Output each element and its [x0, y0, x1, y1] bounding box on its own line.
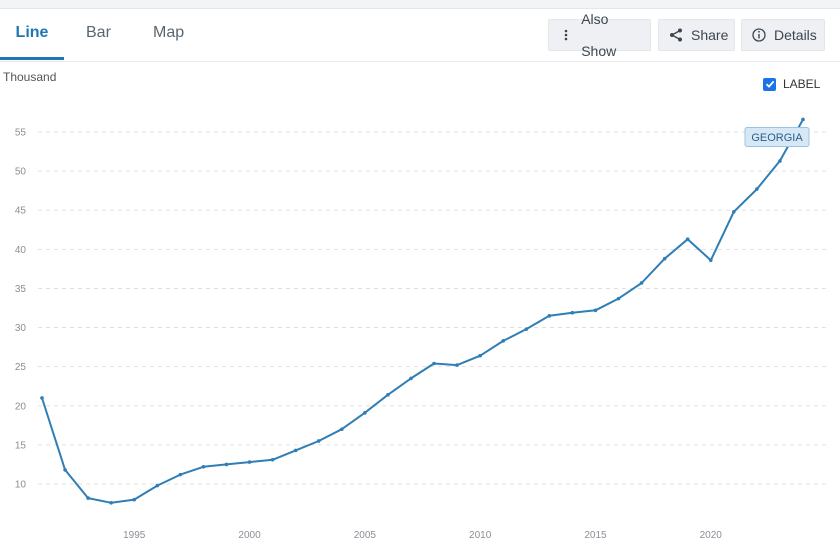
data-point: [178, 472, 183, 477]
y-tick-label: 25: [15, 362, 27, 373]
y-axis-unit-label: Thousand: [3, 70, 57, 84]
data-point: [639, 281, 644, 285]
details-label: Details: [774, 27, 817, 43]
data-point: [86, 496, 90, 500]
data-point: [316, 439, 321, 443]
data-point: [501, 339, 506, 343]
x-tick-label: 2020: [700, 530, 723, 541]
details-button[interactable]: Details: [741, 19, 825, 51]
x-tick-label: 1995: [123, 530, 146, 541]
data-point: [593, 308, 598, 313]
tab-bar[interactable]: Bar: [86, 24, 111, 41]
data-point: [247, 460, 252, 464]
series-line: [41, 119, 804, 504]
line-chart: 10 15 20 25 30 35 40 45 50 55 1995 2000 2005 2010 2015…: [15, 117, 828, 541]
data-point: [801, 117, 805, 122]
x-tick-label: 2010: [469, 530, 492, 541]
series-end-label: GEORGIA: [751, 132, 803, 144]
x-tick-label: 2015: [584, 530, 607, 541]
y-tick-label: 30: [15, 323, 27, 334]
data-point: [708, 258, 713, 263]
share-label: Share: [691, 27, 729, 43]
y-tick-label: 40: [15, 245, 27, 256]
more-vertical-icon: [559, 27, 573, 43]
data-point: [201, 464, 206, 469]
data-point: [732, 209, 736, 214]
label-toggle[interactable]: LABEL: [763, 77, 820, 91]
data-point: [270, 457, 275, 462]
x-tick-label: 2005: [354, 530, 377, 541]
data-point: [662, 256, 667, 261]
data-point: [755, 187, 759, 191]
data-point: [109, 500, 113, 505]
y-tick-label: 45: [15, 206, 27, 217]
series-end-tag: [744, 126, 810, 147]
chart-type-tabs: Line Bar Map Also Show Share Details: [0, 9, 840, 62]
share-button[interactable]: Share: [658, 19, 735, 51]
tab-line[interactable]: Line: [0, 9, 64, 60]
share-icon: [669, 27, 683, 43]
data-point: [224, 462, 229, 467]
data-point: [570, 310, 575, 315]
x-tick-label: 2000: [238, 530, 261, 541]
checkbox-checked-icon[interactable]: [763, 77, 776, 91]
also-show-button[interactable]: Also Show: [548, 11, 651, 59]
data-point: [616, 296, 621, 301]
data-point: [524, 327, 529, 331]
data-point: [685, 237, 690, 241]
data-point: [432, 361, 436, 366]
data-point: [778, 159, 782, 163]
data-point: [339, 427, 344, 432]
y-tick-label: 35: [15, 284, 27, 295]
label-toggle-text: LABEL: [783, 77, 821, 91]
data-point: [40, 396, 44, 400]
data-point: [155, 483, 160, 488]
y-tick-label: 15: [15, 440, 27, 451]
info-icon: [752, 27, 766, 43]
data-point: [293, 448, 298, 453]
tab-map[interactable]: Map: [153, 24, 185, 41]
data-point: [363, 411, 367, 415]
also-show-label: Also Show: [581, 11, 617, 59]
data-point: [386, 393, 390, 397]
y-tick-label: 55: [15, 128, 27, 139]
data-point: [409, 376, 413, 381]
data-point: [132, 497, 137, 502]
data-point: [478, 353, 482, 358]
top-strip: [0, 0, 840, 9]
y-tick-label: 10: [15, 480, 27, 491]
y-tick-label: 20: [15, 401, 27, 412]
data-point: [547, 314, 552, 318]
y-tick-label: 50: [15, 167, 27, 178]
data-point: [63, 468, 67, 472]
data-point: [455, 363, 459, 367]
